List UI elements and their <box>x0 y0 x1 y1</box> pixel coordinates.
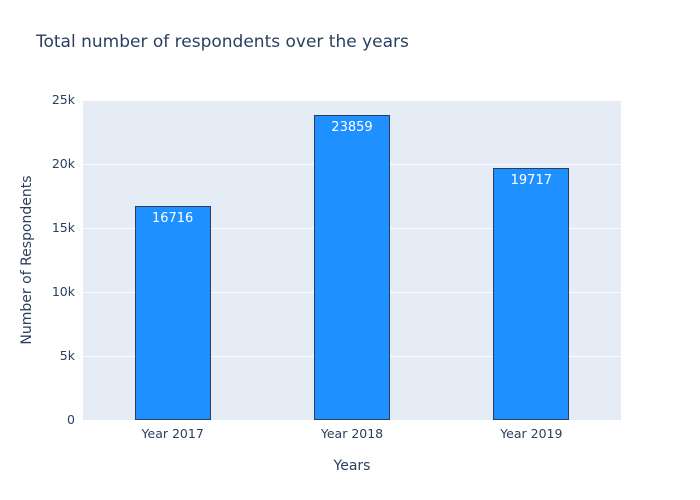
y-tick-label: 5k <box>59 348 75 363</box>
bar-year-2018[interactable]: 23859 <box>313 114 390 420</box>
plot-area: 16716 23859 19717 <box>83 100 621 420</box>
y-tick-label: 20k <box>51 156 75 171</box>
bar-value-label: 19717 <box>510 172 552 188</box>
bar-year-2019[interactable]: 19717 <box>493 167 570 420</box>
y-tick-label: 25k <box>51 92 75 107</box>
gridline <box>83 100 621 101</box>
chart-title: Total number of respondents over the yea… <box>36 32 409 52</box>
y-tick-label: 15k <box>51 220 75 235</box>
x-tick-label: Year 2019 <box>500 426 563 441</box>
bar-year-2017[interactable]: 16716 <box>134 206 211 420</box>
y-tick-label: 0 <box>67 412 75 427</box>
x-tick-label: Year 2018 <box>320 426 384 441</box>
x-axis-title: Years <box>333 458 371 474</box>
bar-value-label: 23859 <box>331 119 373 135</box>
x-tick-label: Year 2017 <box>141 426 204 441</box>
bar-value-label: 16716 <box>151 211 194 227</box>
y-axis-title: Number of Respondents <box>19 175 35 345</box>
y-tick-label: 10k <box>51 284 75 299</box>
